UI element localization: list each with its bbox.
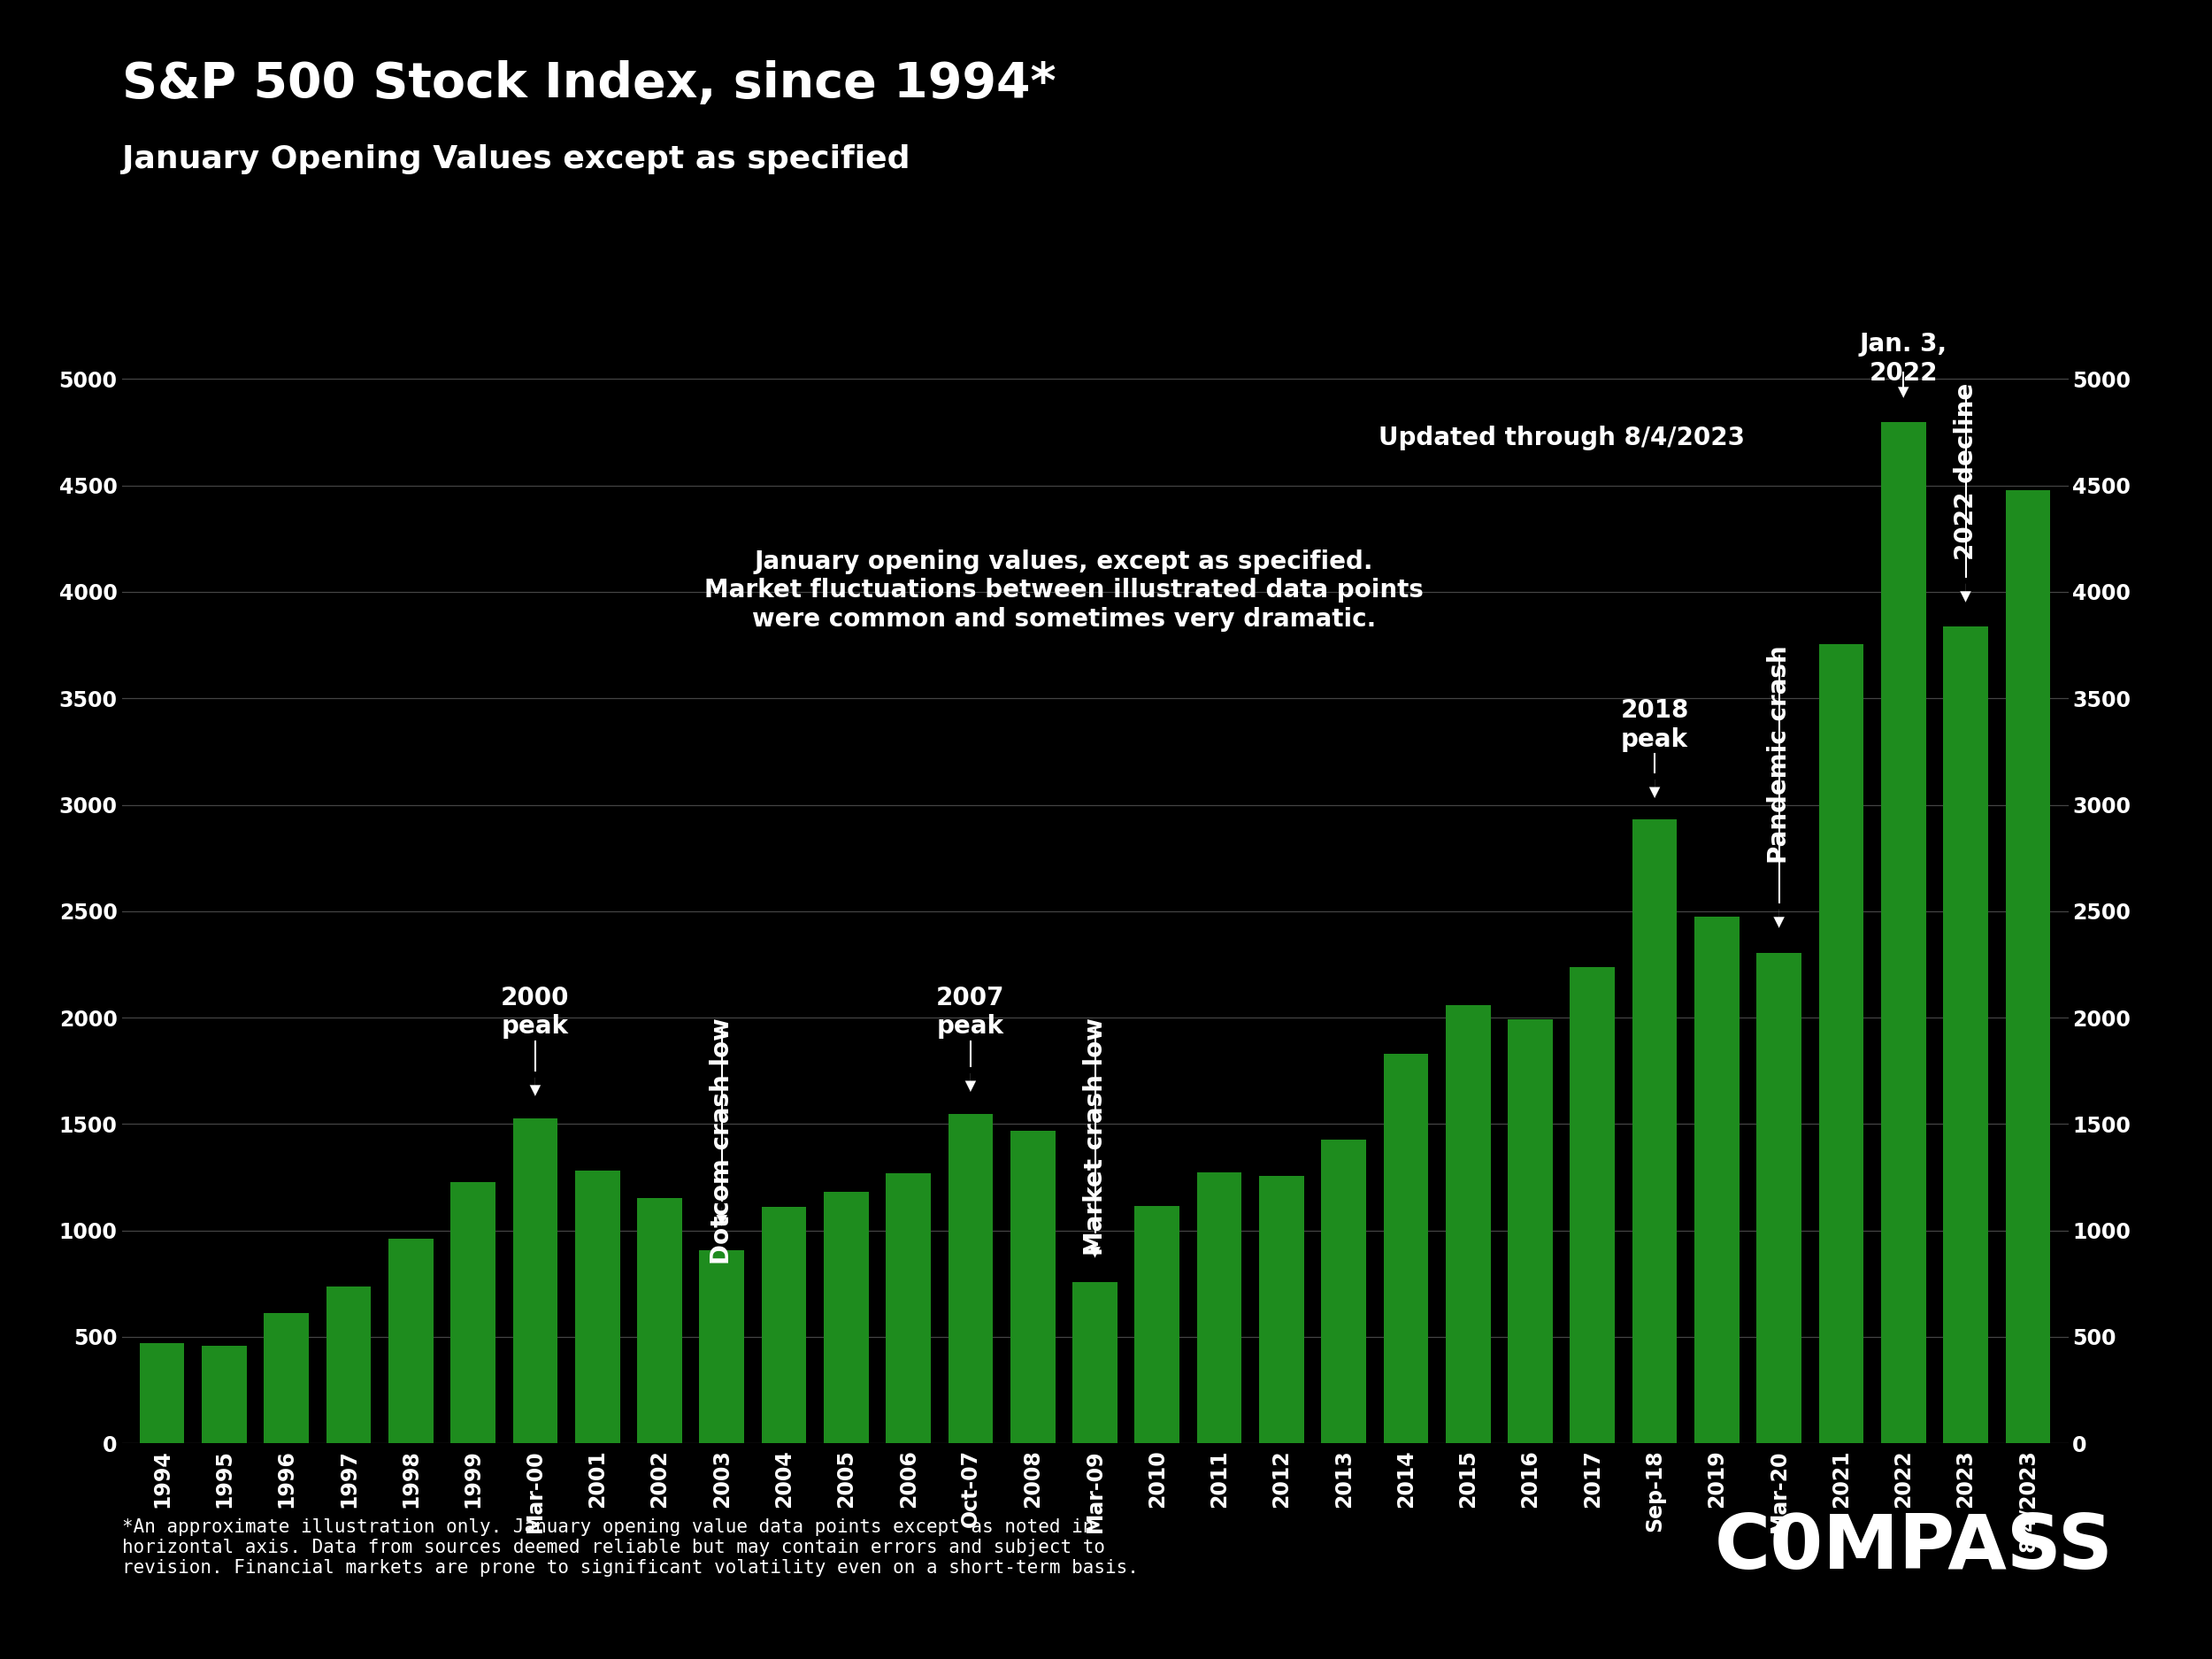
Bar bbox=[1632, 820, 1677, 1443]
Text: January Opening Values except as specified: January Opening Values except as specifi… bbox=[122, 144, 909, 174]
Text: Dotcom crash low: Dotcom crash low bbox=[710, 1017, 734, 1264]
Bar bbox=[1382, 1053, 1429, 1443]
Text: 2000
peak: 2000 peak bbox=[500, 985, 568, 1039]
Bar bbox=[637, 1198, 681, 1443]
Bar bbox=[1509, 1019, 1553, 1443]
Bar bbox=[1756, 952, 1801, 1443]
Text: 2018
peak: 2018 peak bbox=[1621, 698, 1690, 752]
Bar bbox=[1135, 1206, 1179, 1443]
Bar bbox=[1818, 644, 1865, 1443]
Bar bbox=[139, 1344, 184, 1443]
Bar bbox=[1571, 967, 1615, 1443]
Bar bbox=[1073, 1282, 1117, 1443]
Text: 2007
peak: 2007 peak bbox=[936, 985, 1004, 1039]
Bar bbox=[699, 1251, 743, 1443]
Bar bbox=[451, 1181, 495, 1443]
Text: 2022 decline: 2022 decline bbox=[1953, 383, 1978, 561]
Text: Pandemic crash: Pandemic crash bbox=[1767, 645, 1792, 863]
Bar bbox=[887, 1173, 931, 1443]
Bar bbox=[1447, 1005, 1491, 1443]
Bar bbox=[201, 1345, 248, 1443]
Bar bbox=[513, 1118, 557, 1443]
Bar bbox=[2006, 489, 2051, 1443]
Text: Market crash low: Market crash low bbox=[1082, 1017, 1108, 1256]
Bar bbox=[1011, 1131, 1055, 1443]
Bar bbox=[575, 1170, 619, 1443]
Bar bbox=[389, 1238, 434, 1443]
Bar bbox=[761, 1206, 807, 1443]
Bar bbox=[325, 1286, 372, 1443]
Text: S&P 500 Stock Index, since 1994*: S&P 500 Stock Index, since 1994* bbox=[122, 60, 1055, 108]
Bar bbox=[1942, 625, 1989, 1443]
Bar bbox=[1259, 1176, 1303, 1443]
Text: Updated through 8/4/2023: Updated through 8/4/2023 bbox=[1378, 426, 1745, 451]
Bar bbox=[823, 1191, 869, 1443]
Bar bbox=[1880, 423, 1927, 1443]
Bar bbox=[1321, 1140, 1367, 1443]
Text: January opening values, except as specified.
Market fluctuations between illustr: January opening values, except as specif… bbox=[703, 549, 1425, 632]
Text: Jan. 3,
2022: Jan. 3, 2022 bbox=[1860, 332, 1947, 385]
Bar bbox=[1197, 1173, 1241, 1443]
Bar bbox=[263, 1312, 310, 1443]
Text: *An approximate illustration only. January opening value data points except as n: *An approximate illustration only. Janua… bbox=[122, 1518, 1139, 1576]
Text: C0MPASS: C0MPASS bbox=[1714, 1511, 2112, 1584]
Bar bbox=[1694, 916, 1739, 1443]
Bar bbox=[949, 1113, 993, 1443]
